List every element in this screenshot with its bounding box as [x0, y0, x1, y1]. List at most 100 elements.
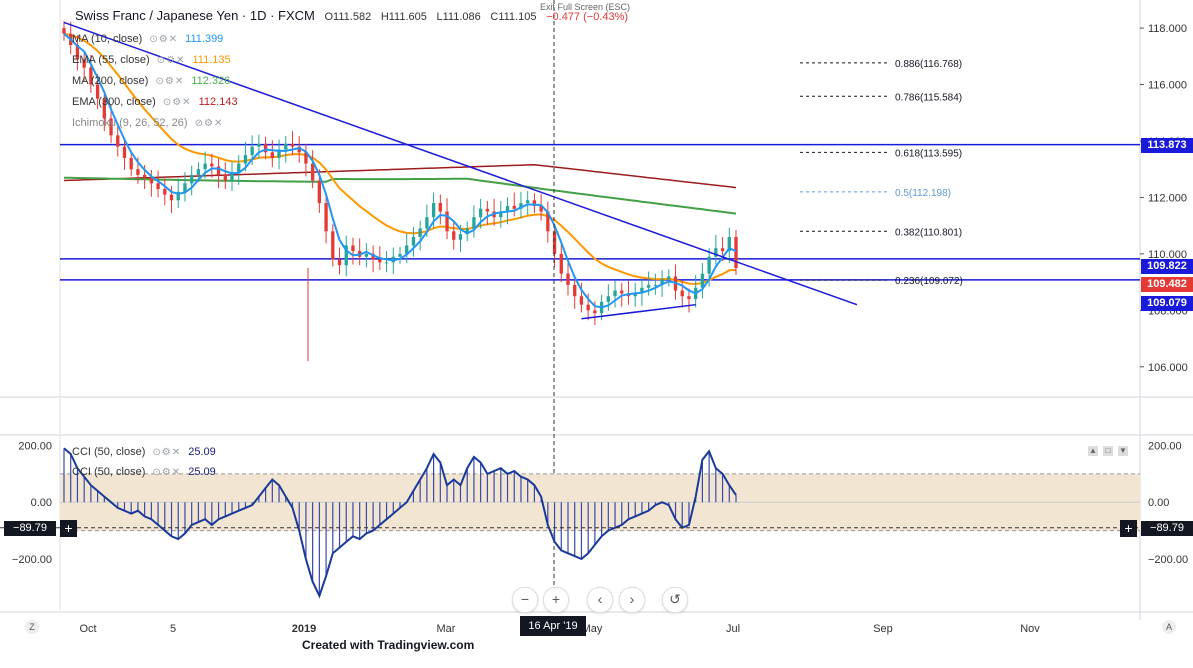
reset-chart-button[interactable]: ↺ — [662, 587, 688, 613]
ohlc-close: C111.105 — [490, 11, 537, 23]
candle-body — [156, 183, 160, 189]
cci-crosshair-tag-left: −89.79 — [4, 521, 56, 536]
candle-body — [116, 135, 120, 147]
candle-body — [478, 208, 483, 218]
candle-body — [593, 310, 597, 314]
legend-ema300[interactable]: EMA (300, close) ⊙⚙✕ 112.143 — [72, 96, 238, 108]
legend-cci-1[interactable]: CCI (50, close) ⊙⚙✕ 25.09 — [72, 446, 216, 458]
candle-body — [277, 149, 281, 158]
legend-cci-2[interactable]: CCI (50, close) ⊙⚙✕ 25.09 — [72, 466, 216, 478]
price-tick-label: 118.000 — [1148, 23, 1187, 35]
candle-body — [270, 152, 274, 158]
candle-body — [418, 228, 422, 237]
ma200-line — [63, 176, 737, 215]
legend-ma200[interactable]: MA (200, close) ⊙⚙✕ 112.326 — [72, 75, 230, 87]
scroll-right-button[interactable]: › — [619, 587, 645, 613]
pane-maximize-icon[interactable]: □ — [1103, 446, 1113, 456]
candle-body — [176, 191, 180, 201]
candle-body — [136, 169, 140, 175]
candle-body — [707, 256, 711, 274]
candle-body — [344, 245, 348, 266]
zoom-in-button[interactable]: + — [543, 587, 569, 613]
candle-body — [142, 174, 147, 178]
legend-ema55[interactable]: EMA (55, close) ⊙⚙✕ 111.135 — [72, 54, 231, 66]
candle-body — [371, 253, 375, 260]
candle-body — [230, 172, 234, 181]
legend-controls-icon[interactable]: ⊙⚙✕ — [152, 447, 182, 458]
candle-body — [452, 231, 456, 240]
candle-body — [640, 287, 644, 294]
main-pane-bg — [60, 0, 1140, 395]
candle-body — [646, 284, 651, 288]
scroll-left-button[interactable]: ‹ — [587, 587, 613, 613]
candle-body — [203, 163, 207, 170]
fib-level-label: 0.886(116.768) — [895, 59, 962, 70]
cci-tick-label-right: 0.00 — [1148, 497, 1169, 509]
auto-scale-icon[interactable]: A — [1162, 620, 1176, 634]
time-tick-label: Mar — [437, 623, 456, 635]
candle-body — [290, 143, 295, 147]
candle-body — [573, 284, 577, 297]
legend-label: MA (200, close) — [72, 75, 149, 87]
candle-body — [405, 245, 409, 254]
ohlc-low: L111.086 — [436, 11, 481, 23]
candle-body — [425, 217, 429, 229]
candle-body — [566, 273, 570, 285]
legend-value: 112.143 — [198, 96, 238, 108]
candle-body — [89, 67, 93, 85]
legend-controls-icon[interactable]: ⊙⚙✕ — [149, 34, 179, 45]
zoom-out-button[interactable]: − — [512, 587, 538, 613]
price-tick-label: 106.000 — [1148, 362, 1188, 374]
legend-value: 111.399 — [185, 33, 224, 45]
ohlc-open: O111.582 — [324, 11, 372, 23]
legend-controls-icon[interactable]: ⊘⚙✕ — [194, 118, 224, 129]
candle-body — [411, 236, 416, 246]
candle-body — [633, 293, 637, 297]
legend-controls-icon[interactable]: ⊙⚙✕ — [162, 97, 192, 108]
symbol-header: Swiss Franc / Japanese Yen · 1D · FXCM O… — [75, 8, 628, 23]
legend-value: 25.09 — [188, 466, 216, 478]
candle-body — [552, 231, 557, 254]
legend-controls-icon[interactable]: ⊙⚙✕ — [156, 55, 186, 66]
candle-body — [163, 188, 167, 195]
legend-ma10[interactable]: MA (10, close) ⊙⚙✕ 111.399 — [72, 33, 223, 45]
legend-label: Ichimoku (9, 26, 52, 26) — [72, 117, 188, 129]
fib-level-label: 0.5(112.198) — [895, 188, 951, 199]
pane-down-icon[interactable]: ▼ — [1118, 446, 1128, 456]
candle-body — [169, 194, 174, 201]
symbol-title[interactable]: Swiss Franc / Japanese Yen · 1D · FXCM — [75, 8, 315, 23]
crosshair-date-tag: 16 Apr '19 — [520, 616, 586, 636]
fib-level-label: 0.236(109.072) — [895, 276, 963, 287]
timezone-icon[interactable]: Z — [25, 620, 39, 634]
candle-body — [606, 296, 610, 302]
candle-body — [237, 163, 241, 173]
candle-body — [465, 228, 469, 235]
candle-body — [102, 98, 106, 119]
candle-body — [505, 205, 510, 212]
time-tick-label: Nov — [1020, 623, 1040, 635]
candle-body — [727, 236, 731, 252]
candle-body — [431, 203, 436, 218]
exit-fullscreen-hint[interactable]: Exit Full Screen (ESC) — [540, 2, 631, 12]
candle-body — [398, 253, 402, 257]
cci-line — [63, 447, 737, 599]
legend-ichimoku[interactable]: Ichimoku (9, 26, 52, 26) ⊘⚙✕ — [72, 117, 223, 129]
candle-body — [559, 253, 563, 274]
add-alert-icon[interactable]: + — [60, 520, 77, 537]
candle-body — [680, 290, 684, 297]
add-alert-icon-right[interactable]: + — [1120, 520, 1137, 537]
candle-body — [653, 284, 658, 286]
ma10-line — [63, 33, 737, 309]
time-tick-label: Oct — [79, 623, 96, 635]
candle-body — [546, 211, 550, 232]
ema55-line — [63, 32, 737, 286]
legend-controls-icon[interactable]: ⊙⚙✕ — [152, 467, 182, 478]
legend-controls-icon[interactable]: ⊙⚙✕ — [155, 76, 185, 87]
legend-label: EMA (55, close) — [72, 54, 150, 66]
time-tick-label: May — [582, 623, 603, 635]
ohlc-high: H111.605 — [380, 11, 427, 23]
fib-level-label: 0.786(115.584) — [895, 92, 962, 103]
trendline-support — [581, 303, 696, 320]
pane-up-icon[interactable]: ▲ — [1088, 446, 1098, 456]
candle-body — [438, 203, 442, 212]
